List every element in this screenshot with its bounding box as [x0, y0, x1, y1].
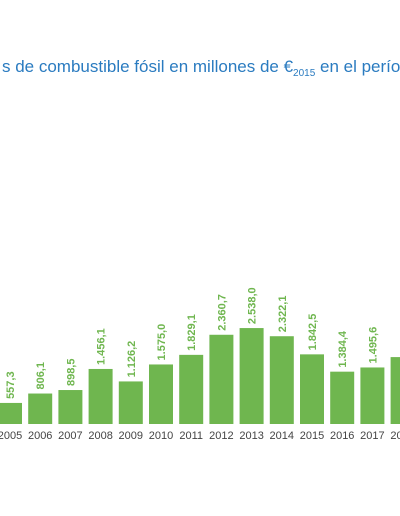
value-label: 1.495,6	[367, 327, 379, 364]
x-tick-label: 2013	[239, 430, 263, 442]
x-tick-label: 2007	[58, 430, 82, 442]
bar	[58, 390, 83, 424]
x-tick-label: 2006	[28, 430, 52, 442]
bar	[330, 371, 355, 424]
bar	[300, 354, 324, 424]
bar	[360, 367, 385, 424]
bar	[28, 393, 53, 424]
value-label: 1.456,1	[96, 328, 108, 365]
x-tick-label: 2008	[88, 430, 112, 442]
value-label: 1.384,4	[337, 330, 349, 368]
bar	[179, 354, 204, 424]
bar	[149, 364, 173, 424]
value-label: 2.538,0	[247, 287, 259, 324]
bar	[209, 334, 234, 424]
bar	[239, 328, 264, 424]
bar	[269, 336, 294, 424]
x-tick-label: 2016	[330, 430, 354, 442]
bar	[390, 357, 400, 424]
x-tick-label: 2015	[300, 430, 324, 442]
value-label: 1.842,5	[307, 314, 319, 351]
value-label: 806,1	[35, 362, 47, 390]
bar	[118, 381, 143, 424]
x-tick-label: 2018	[390, 430, 400, 442]
x-tick-label: 2005	[0, 430, 22, 442]
value-label: 557,3	[5, 371, 17, 399]
x-tick-label: 2009	[119, 430, 143, 442]
x-tick-label: 2011	[179, 430, 203, 442]
chart-title: s de combustible fósil en millones de €2…	[2, 57, 400, 79]
value-label: 1.126,2	[126, 341, 138, 378]
value-label: 2.322,1	[277, 296, 289, 333]
title-part: s de combustible fósil en millones de €	[2, 57, 294, 76]
title-part: en el perío	[315, 57, 400, 76]
x-tick-label: 2010	[149, 430, 173, 442]
bar	[88, 368, 113, 424]
value-label: 898,5	[65, 359, 77, 387]
bar	[0, 402, 22, 424]
x-tick-label: 2014	[270, 430, 294, 442]
value-label: 1.829,1	[186, 314, 198, 351]
value-label: 1.575,0	[156, 324, 168, 361]
x-tick-label: 2017	[360, 430, 384, 442]
title-subscript: 2015	[293, 68, 316, 79]
x-tick-label: 2012	[209, 430, 233, 442]
value-label: 2.360,7	[216, 294, 228, 331]
